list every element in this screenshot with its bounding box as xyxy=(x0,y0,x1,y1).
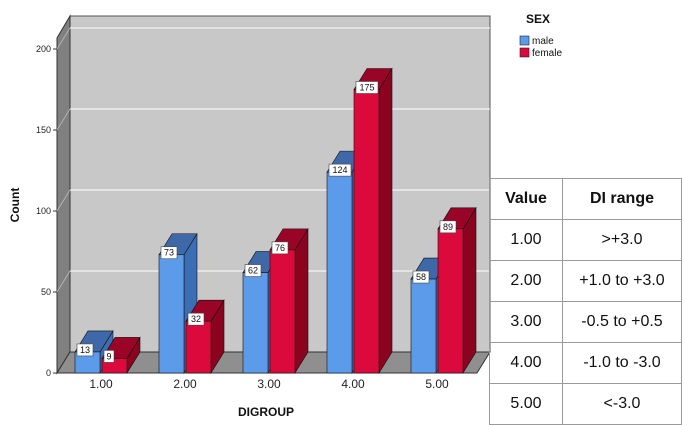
legend-swatch-female xyxy=(519,47,530,58)
table-row: 2.00 +1.0 to +3.0 xyxy=(489,260,682,302)
svg-text:13: 13 xyxy=(80,345,90,355)
data-labels: 13 9 73 32 62 76 124 175 58 89 xyxy=(76,81,457,363)
bar-female-4.00 xyxy=(353,67,393,375)
x-tick-label: 1.00 xyxy=(89,377,113,391)
table-cell-di-range: -1.0 to -3.0 xyxy=(562,342,682,384)
y-tick-label: 50 xyxy=(41,287,51,297)
table-header-row: Value DI range xyxy=(489,178,682,220)
table-cell-value: 2.00 xyxy=(489,260,563,302)
bar-front xyxy=(326,171,353,374)
gridline-side xyxy=(56,108,71,131)
bar-front xyxy=(158,254,185,374)
gridline-side xyxy=(56,270,71,293)
data-label-male-1.00: 13 xyxy=(76,343,94,357)
legend-title: SEX xyxy=(526,12,550,26)
data-label-male-5.00: 58 xyxy=(412,270,430,284)
x-tick-label: 4.00 xyxy=(341,377,365,391)
table-cell-value: 5.00 xyxy=(489,383,563,425)
svg-text:9: 9 xyxy=(106,351,111,361)
data-label-female-5.00: 89 xyxy=(439,220,457,234)
table-cell-value: 1.00 xyxy=(489,219,563,261)
table-cell-di-range: +1.0 to +3.0 xyxy=(562,260,682,302)
data-label-male-3.00: 62 xyxy=(244,264,262,277)
table-row: 1.00 >+3.0 xyxy=(489,219,682,261)
x-tick-label: 5.00 xyxy=(425,377,449,391)
data-label-female-4.00: 175 xyxy=(355,81,379,94)
table-header-di-range: DI range xyxy=(562,178,682,220)
gridline-side xyxy=(56,189,71,212)
x-tick-label: 2.00 xyxy=(173,377,197,391)
y-tick-label: 100 xyxy=(36,206,51,216)
table-row: 5.00 <-3.0 xyxy=(489,383,682,425)
svg-text:124: 124 xyxy=(332,165,347,175)
bar-front xyxy=(410,278,437,374)
table-cell-di-range: >+3.0 xyxy=(562,219,682,261)
svg-text:175: 175 xyxy=(359,83,374,93)
table-cell-value: 4.00 xyxy=(489,342,563,384)
legend-label-female: female xyxy=(532,48,562,59)
data-label-male-4.00: 124 xyxy=(328,163,352,177)
legend-swatch-male xyxy=(519,35,530,46)
data-label-female-3.00: 76 xyxy=(271,241,289,255)
y-tick-label: 0 xyxy=(46,368,51,378)
bar-side xyxy=(378,67,393,375)
bar-front xyxy=(353,89,380,374)
y-tick-label: 200 xyxy=(36,44,51,54)
svg-text:32: 32 xyxy=(191,314,201,324)
legend: SEX male female xyxy=(519,12,562,59)
bar-front xyxy=(242,272,269,374)
svg-text:89: 89 xyxy=(443,222,453,232)
x-axis-title: DIGROUP xyxy=(238,405,294,419)
bar-female-3.00 xyxy=(269,227,309,375)
di-range-table: Value DI range 1.00 >+3.0 2.00 +1.0 to +… xyxy=(489,178,682,425)
data-label-female-2.00: 32 xyxy=(187,312,205,326)
y-axis-title: Count xyxy=(8,188,22,223)
chart-left-wall xyxy=(56,14,71,375)
table-cell-di-range: <-3.0 xyxy=(562,383,682,425)
table-cell-di-range: -0.5 to +0.5 xyxy=(562,301,682,343)
table-cell-value: 3.00 xyxy=(489,301,563,343)
bar-side xyxy=(462,206,477,375)
svg-text:58: 58 xyxy=(416,272,426,282)
table-row: 4.00 -1.0 to -3.0 xyxy=(489,342,682,384)
legend-label-male: male xyxy=(532,36,554,47)
y-tick-label: 150 xyxy=(36,125,51,135)
table-header-value: Value xyxy=(489,178,563,220)
svg-text:62: 62 xyxy=(248,266,258,276)
x-axis-categories: 1.00 2.00 3.00 4.00 5.00 xyxy=(89,377,449,391)
data-label-male-2.00: 73 xyxy=(160,246,178,260)
bar-front xyxy=(269,249,296,374)
bar-front xyxy=(185,320,212,374)
y-axis-ticks: 0 50 100 150 200 xyxy=(36,44,57,378)
svg-text:76: 76 xyxy=(275,243,285,253)
table-row: 3.00 -0.5 to +0.5 xyxy=(489,301,682,343)
data-label-female-1.00: 9 xyxy=(103,350,115,363)
svg-text:73: 73 xyxy=(164,248,174,258)
x-tick-label: 3.00 xyxy=(257,377,281,391)
bar-side xyxy=(294,227,309,375)
gridline-side xyxy=(56,27,71,50)
bar-front xyxy=(437,228,464,374)
